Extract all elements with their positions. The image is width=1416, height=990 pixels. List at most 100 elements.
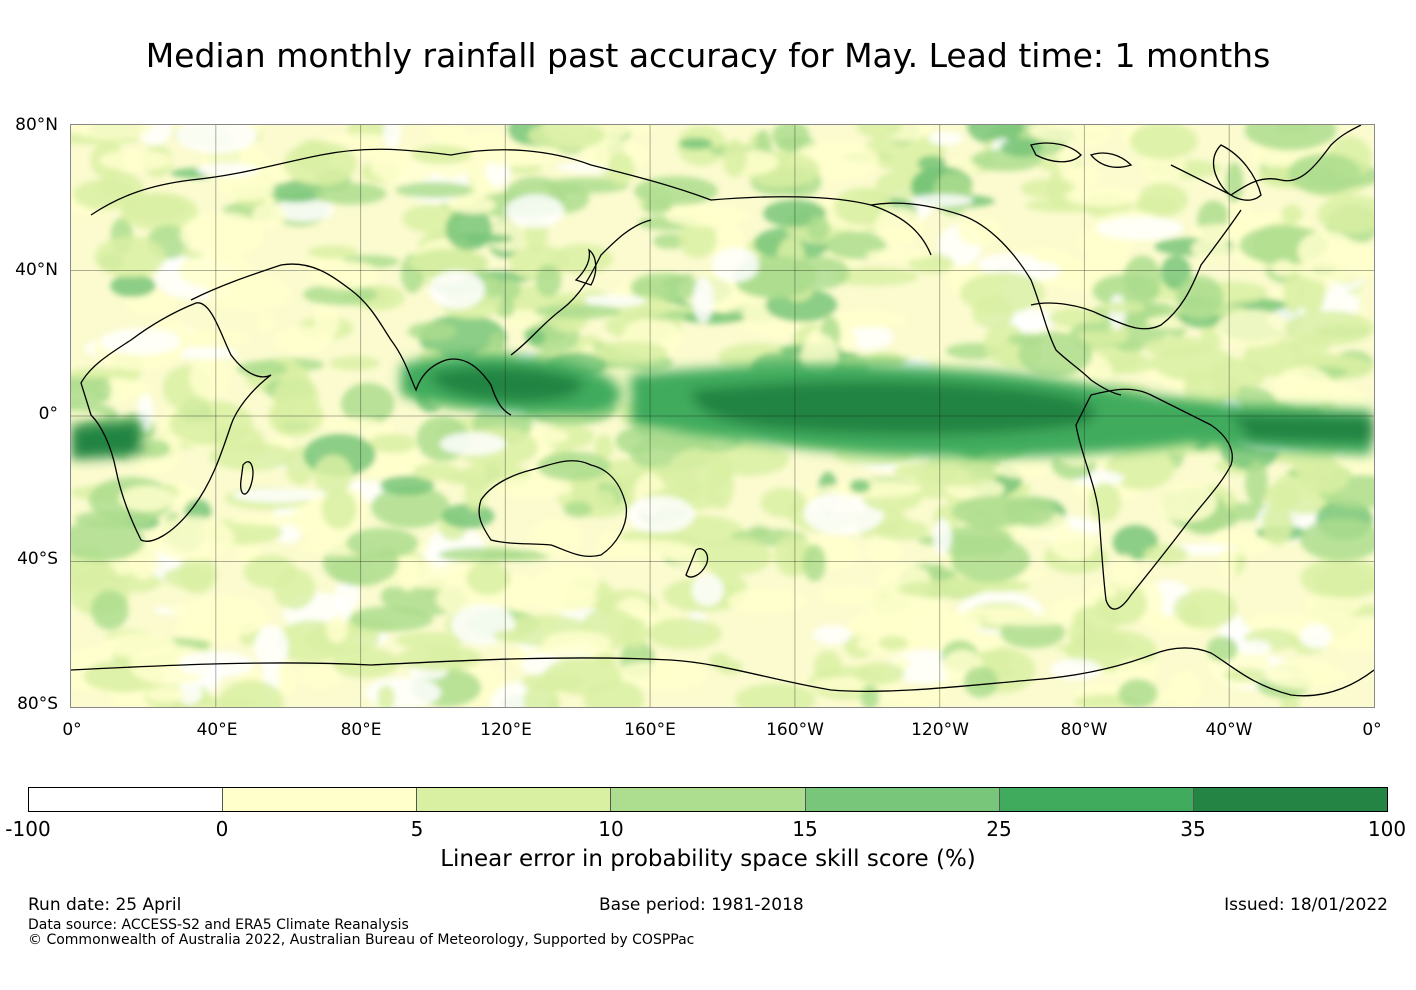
skill-patch [163,566,212,588]
skill-patch [642,200,673,214]
skill-patch [177,680,202,705]
skill-patch [178,251,254,289]
skill-patch [232,488,320,503]
skill-patch [251,202,286,228]
skill-patch [349,606,434,632]
skill-patch [493,629,526,642]
colorbar-label: 0 [215,817,229,841]
skill-patch [829,480,922,498]
skill-patch [137,392,154,432]
colorbar-label: 15 [792,817,818,841]
skill-patch [255,312,275,333]
skill-patch [1283,272,1304,314]
skill-patch [860,684,879,707]
skill-patch [525,329,546,346]
skill-patch [476,144,558,167]
colorbar [28,787,1388,812]
skill-patch [722,139,748,178]
skill-patch [1298,460,1350,495]
lon-tick-0-left: 0° [62,720,82,740]
skill-patch [630,272,700,303]
skill-patch [110,274,156,298]
skill-score-map [70,124,1375,708]
skill-patch [368,433,417,454]
run-date: Run date: 25 April [28,895,182,915]
skill-patch [1143,544,1189,564]
skill-patch [854,662,905,685]
skill-patch [181,595,269,638]
lat-tick-equator: 0° [38,404,58,424]
skill-patch [1000,138,1043,157]
skill-patch [167,602,242,617]
skill-patch [408,248,488,277]
skill-patch [488,476,578,498]
skill-patch [1018,331,1092,378]
skill-patch [829,267,919,286]
skill-patch [928,131,963,146]
skill-patch [464,478,487,512]
skill-patch [984,322,1026,364]
skill-patch [377,685,395,707]
lon-tick-160w: 160°W [766,720,824,740]
lat-tick-40s: 40°S [17,549,58,569]
lon-tick-80w: 80°W [1060,720,1108,740]
graticule [71,125,1374,707]
skill-patch [364,677,442,707]
skill-patch [1223,668,1269,682]
skill-patch [1298,272,1326,315]
skill-patch [125,291,177,316]
skill-patch [1089,482,1121,522]
skill-patch [603,540,694,560]
skill-patch [653,233,687,249]
skill-patch [865,538,904,564]
skill-patch [1299,624,1332,649]
skill-patch [212,425,264,452]
skill-patch [380,475,434,496]
colorbar-segment [223,788,418,811]
map-canvas [71,125,1374,707]
skill-patch [243,554,297,589]
skill-patch [1051,529,1096,562]
skill-patch [878,691,949,704]
colorbar-segment [805,788,1000,811]
skill-patch [957,216,1002,247]
skill-patch [1061,268,1102,292]
skill-patch [909,194,974,207]
skill-patch [933,518,952,555]
skill-patch [397,645,482,671]
skill-patch [118,485,175,512]
copyright-notice: © Commonwealth of Australia 2022, Austra… [28,932,695,948]
skill-patch [1168,670,1202,707]
skill-patch [1215,309,1291,347]
skill-patch [1026,262,1061,280]
skill-patch [856,125,902,139]
skill-patch [71,125,154,140]
skill-patch [1235,639,1272,655]
skill-patch [1313,564,1374,599]
skill-patch [1225,162,1244,203]
skill-patch [1176,275,1224,320]
skill-patch [960,272,1045,314]
skill-patch [1300,518,1374,561]
skill-patch [173,346,239,360]
skill-patch [1157,483,1218,523]
skill-patch [734,683,816,707]
skill-patch [438,547,526,562]
skill-patch [529,586,598,612]
skill-patch [180,212,265,258]
skill-patch [99,150,173,171]
skill-patch [71,520,145,561]
skill-patch [349,137,381,158]
colorbar-label: 25 [986,817,1012,841]
skill-patch [411,145,472,165]
skill-patch [441,503,495,529]
skill-patch [1274,366,1334,409]
skill-patch [91,590,129,630]
skill-patch [1095,216,1184,241]
skill-patch [983,614,1074,626]
skill-patch [1284,310,1374,346]
skill-patch [1173,589,1237,629]
skill-patch [760,487,807,518]
skill-patch [219,679,284,707]
skill-patch [74,510,155,528]
